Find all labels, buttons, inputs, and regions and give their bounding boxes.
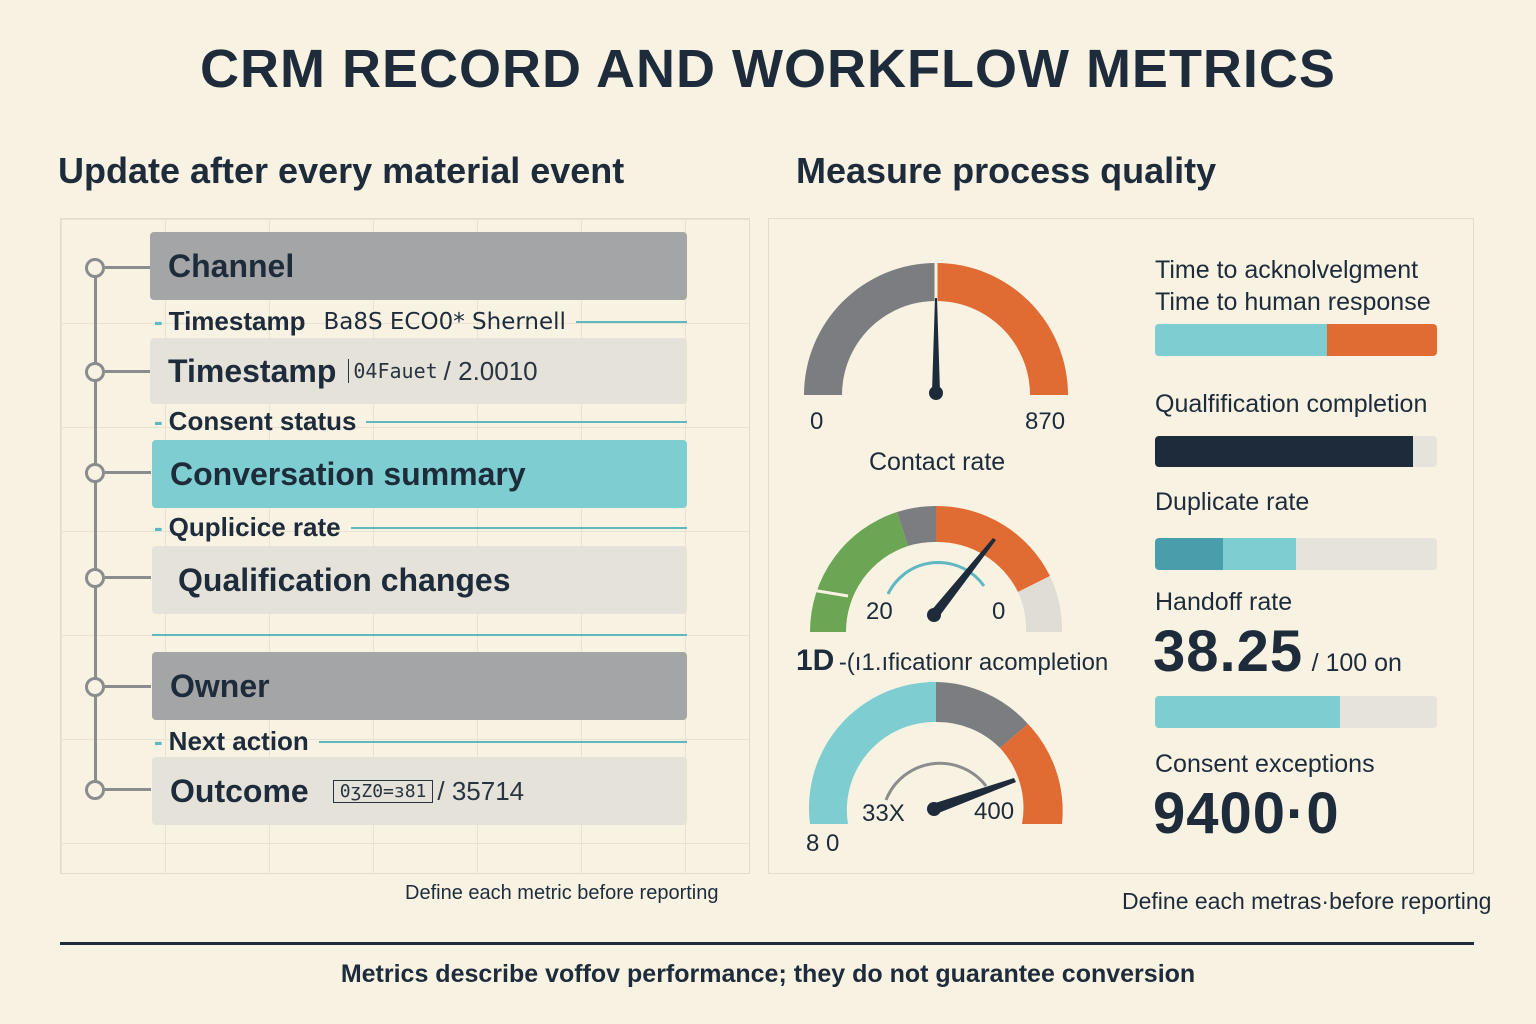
metric-bar-fill (1327, 324, 1437, 356)
metric-label: Qualfification completion (1155, 390, 1428, 418)
gauge-hub (929, 386, 943, 400)
footer-divider (60, 942, 1474, 945)
gauge-inner-arc (884, 761, 988, 801)
page-title: CRM RECORD AND WORKFLOW METRICS (200, 39, 1336, 99)
metric-label: Duplicate rate (1155, 488, 1310, 516)
footer-disclaimer: Metrics describe voffov performance; the… (340, 960, 1196, 988)
metric-bar-fill (1222, 538, 1296, 570)
gauge-qualification-completion (809, 505, 1063, 632)
metric-label: Time to acknolvelgment (1155, 256, 1419, 284)
gauge-bottom-label: 8 0 (806, 830, 840, 857)
gauge-segment (1018, 576, 1063, 632)
right-note: Define each metras·before reporting (1122, 888, 1492, 914)
metric-bar-fill (1155, 538, 1223, 570)
gauge-third (808, 681, 1063, 824)
field-row-conversation-summary[interactable]: Conversation summary (152, 440, 687, 508)
gauge-hub (927, 802, 941, 816)
gauge-segment (808, 681, 936, 824)
timeline-connector (105, 266, 151, 269)
gauge-min-label: 33X (862, 800, 905, 827)
gauge-max-label: 400 (974, 798, 1015, 825)
gauge-inner-arc (886, 560, 986, 595)
metric-bar-fill (1155, 696, 1340, 728)
field-row-timestamp[interactable]: Timestamp 04Fauet / 2.0010 (150, 338, 687, 404)
field-row-owner[interactable]: Owner (152, 652, 687, 720)
metric-label: Handoff rate (1155, 588, 1293, 616)
gauge-contact-rate (804, 263, 1068, 400)
metric-bar (1155, 324, 1437, 356)
field-label: Channel (168, 247, 295, 284)
gauge-segment (1000, 724, 1063, 824)
gauge-segment (809, 512, 908, 632)
gauge-min-label: 0 (810, 408, 824, 435)
timeline-node (85, 258, 105, 278)
gauges-svg (804, 263, 1068, 824)
timeline-node (85, 463, 105, 483)
timeline-node (85, 362, 105, 382)
timeline-spine (94, 268, 97, 791)
left-note: Define each metric before reporting (405, 882, 719, 904)
gauge-caption-row: 1D -(ı1.ıficationr acompletion (796, 644, 1108, 678)
metric-value: 9400·0 (1153, 781, 1340, 846)
gauge-caption: -(ı1.ıficationr acompletion (838, 649, 1109, 676)
handoff-value-row: 38.25 / 100 on (1153, 618, 1402, 685)
field-label: Conversation summary (170, 455, 526, 492)
timeline-node (85, 568, 105, 588)
left-heading: Update after every material event (58, 150, 625, 191)
field-label: Outcome (170, 772, 309, 809)
divider-value: Ba8S ECO0* Shernell (323, 308, 566, 335)
timeline-connector (105, 471, 151, 474)
divider-label: Quplicice rate (168, 512, 341, 542)
section-divider (152, 634, 687, 636)
metric-bar-fill (1155, 324, 1328, 356)
divider-duplicate-rate: - Quplicice rate (154, 512, 687, 543)
metric-label: Consent exceptions (1155, 750, 1375, 778)
timeline-connector (105, 576, 151, 579)
gauge-needle (930, 538, 996, 618)
gauge-needle (932, 778, 1016, 814)
gauge-needle (932, 298, 940, 392)
timestamp-value[interactable]: 04Fauet (348, 359, 438, 383)
field-label: Timestamp (168, 352, 337, 389)
field-label: Owner (170, 667, 270, 704)
gauge-max-label: 0 (992, 598, 1006, 625)
gauge-hub (927, 608, 941, 622)
divider-label: Consent status (168, 406, 357, 436)
gauge-segment (897, 505, 936, 546)
divider-consent-status: - Consent status (154, 406, 687, 437)
gauge-segment (936, 263, 1068, 395)
outcome-suffix: / 35714 (437, 775, 525, 806)
metric-bar (1155, 538, 1437, 570)
field-label: Qualification changes (178, 561, 511, 598)
gauge-segment (936, 682, 1028, 748)
field-row-outcome[interactable]: Outcome 0ʒZ0=ɜ81 / 35714 (152, 757, 687, 825)
timeline-connector (105, 370, 151, 373)
metric-bar-fill (1155, 436, 1414, 467)
gauge-segment (936, 505, 1050, 592)
timestamp-suffix: / 2.0010 (443, 355, 538, 386)
gauge-caption: Contact rate (869, 448, 1006, 476)
field-row-qualification-changes[interactable]: Qualification changes (152, 546, 687, 614)
gauge-min-label: 20 (866, 598, 893, 625)
divider-label: Next action (168, 726, 309, 756)
timeline-connector (105, 788, 151, 791)
metric-label: Time to human response (1155, 288, 1431, 316)
metric-bar (1155, 436, 1437, 467)
outcome-value[interactable]: 0ʒZ0=ɜ81 (332, 779, 434, 803)
gauge-caption-prefix: 1D (796, 644, 835, 677)
gauge-segment (804, 263, 936, 395)
timeline-node (85, 780, 105, 800)
timeline-connector (105, 685, 151, 688)
divider-label: Timestamp (168, 306, 306, 336)
field-row-channel[interactable]: Channel (150, 232, 687, 300)
metric-value: 38.25 (1153, 619, 1304, 684)
divider-next-action: - Next action (154, 726, 687, 757)
gauge-max-label: 870 (1025, 408, 1066, 435)
right-heading: Measure process quality (796, 150, 1217, 191)
timeline-node (85, 677, 105, 697)
metric-bar (1155, 696, 1437, 728)
metric-unit: / 100 on (1311, 649, 1402, 677)
metrics-panel (768, 218, 1474, 874)
divider-timestamp: - Timestamp Ba8S ECO0* Shernell (154, 306, 687, 337)
